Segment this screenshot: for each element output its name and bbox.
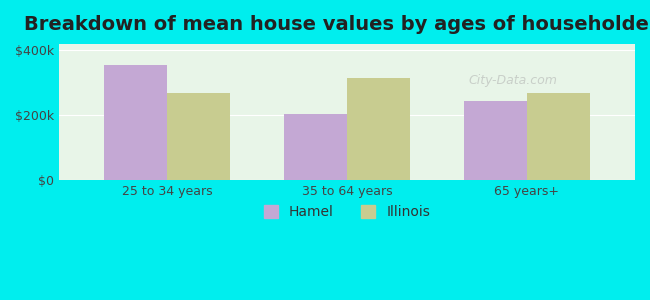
Text: City-Data.com: City-Data.com xyxy=(468,74,557,87)
Bar xyxy=(527,93,590,180)
Bar xyxy=(284,114,347,180)
Bar xyxy=(104,65,167,180)
Bar xyxy=(167,93,230,180)
Bar xyxy=(464,101,527,180)
Legend: Hamel, Illinois: Hamel, Illinois xyxy=(258,200,436,225)
Bar xyxy=(347,78,410,180)
Title: Breakdown of mean house values by ages of householders: Breakdown of mean house values by ages o… xyxy=(24,15,650,34)
